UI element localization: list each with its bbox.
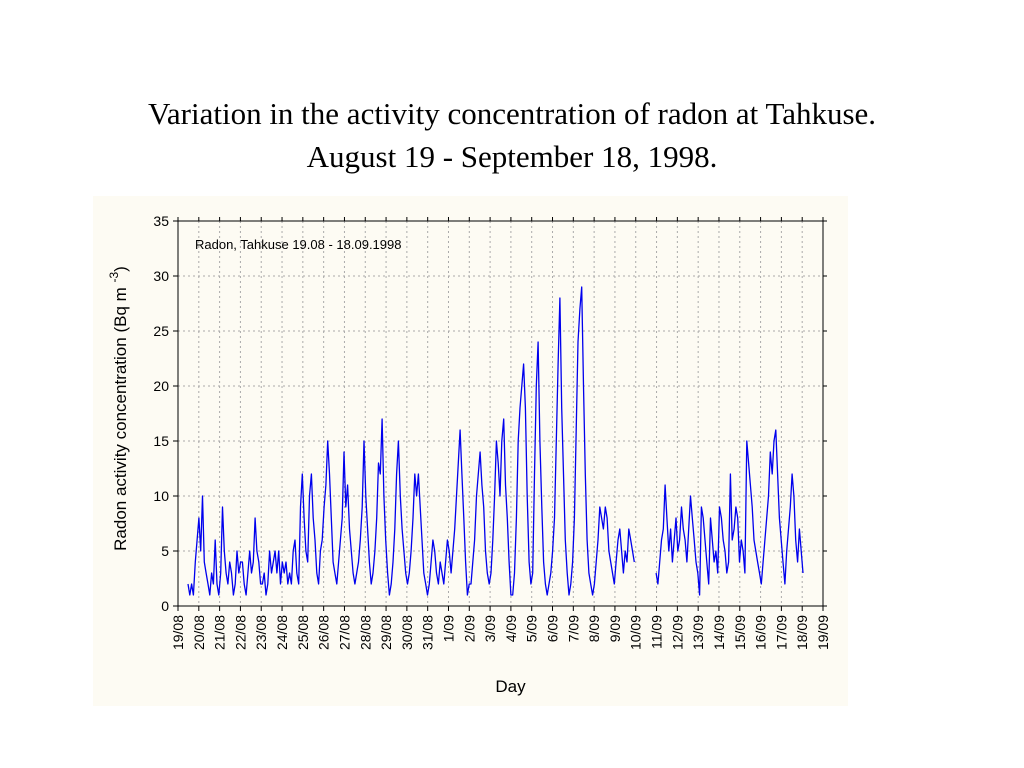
- y-tick-label: 20: [153, 378, 169, 394]
- y-axis-label-main: Radon activity concentration (Bq m: [111, 282, 130, 550]
- x-tick-label: 6/09: [545, 615, 561, 642]
- x-tick-label: 13/09: [690, 615, 706, 650]
- x-tick-label: 2/09: [461, 615, 477, 642]
- x-tick-label: 10/09: [628, 615, 644, 650]
- y-axis-label-close: ): [111, 266, 130, 272]
- y-tick-label: 10: [153, 488, 169, 504]
- slide-title: Variation in the activity concentration …: [0, 92, 1024, 178]
- grid-lines: [178, 221, 823, 606]
- y-tick-label: 30: [153, 268, 169, 284]
- x-tick-label: 19/08: [170, 615, 186, 650]
- x-tick-label: 3/09: [482, 615, 498, 642]
- x-tick-label: 15/09: [732, 615, 748, 650]
- x-tick-label: 7/09: [565, 615, 581, 642]
- x-tick-label: 18/09: [794, 615, 810, 650]
- y-axis-label-superscript: -3: [107, 271, 121, 282]
- x-tick-label: 30/08: [399, 615, 415, 650]
- x-tick-label: 16/09: [753, 615, 769, 650]
- series-line-radon: [187, 286, 804, 596]
- x-tick-label: 31/08: [420, 615, 436, 650]
- x-tick-label: 25/08: [295, 615, 311, 650]
- x-tick-labels: 19/08 20/08 21/08 22/08 23/08 24/08 25/08 26/08…: [170, 615, 831, 650]
- y-tick-label: 15: [153, 433, 169, 449]
- radon-chart: 0 5 10 15 20 25 30 35 19/08 20/08 21/08 22/08 23/08…: [107, 213, 831, 696]
- x-tick-label: 12/09: [669, 615, 685, 650]
- x-tick-label: 23/08: [253, 615, 269, 650]
- plot-frame: [177, 220, 824, 607]
- x-tick-label: 1/09: [440, 615, 456, 642]
- x-tick-label: 29/08: [378, 615, 394, 650]
- y-tick-label: 35: [153, 213, 169, 229]
- x-tick-label: 28/08: [357, 615, 373, 650]
- x-tick-label: 22/08: [232, 615, 248, 650]
- x-tick-label: 19/09: [815, 615, 831, 650]
- x-axis-label: Day: [495, 677, 526, 696]
- x-tick-label: 20/08: [191, 615, 207, 650]
- x-tick-label: 17/09: [773, 615, 789, 650]
- x-tick-label: 11/09: [649, 615, 665, 649]
- y-tick-label: 5: [161, 543, 169, 559]
- x-tick-label: 24/08: [274, 615, 290, 650]
- x-tick-label: 14/09: [711, 615, 727, 650]
- x-tick-label: 26/08: [316, 615, 332, 650]
- x-tick-label: 9/09: [607, 615, 623, 642]
- slide-title-line-1: Variation in the activity concentration …: [147, 96, 877, 131]
- x-tick-label: 5/09: [524, 615, 540, 642]
- chart-panel: 0 5 10 15 20 25 30 35 19/08 20/08 21/08 22/08 23/08…: [93, 196, 848, 706]
- y-tick-label: 25: [153, 323, 169, 339]
- x-tick-label: 8/09: [586, 615, 602, 642]
- x-tick-label: 21/08: [212, 615, 228, 650]
- y-tick-labels: 0 5 10 15 20 25 30 35: [153, 213, 169, 614]
- chart-annotation: Radon, Tahkuse 19.08 - 18.09.1998: [195, 237, 401, 252]
- x-tick-label: 4/09: [503, 615, 519, 642]
- y-axis-label: Radon activity concentration (Bq m -3): [107, 266, 130, 551]
- slide-title-line-2: August 19 - September 18, 1998.: [306, 139, 718, 174]
- y-tick-label: 0: [161, 598, 169, 614]
- axis-ticks: [173, 217, 827, 611]
- x-tick-label: 27/08: [336, 615, 352, 650]
